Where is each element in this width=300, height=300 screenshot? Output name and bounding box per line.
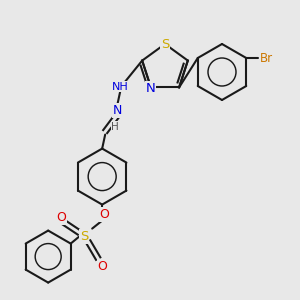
Text: N: N xyxy=(112,104,122,117)
Text: S: S xyxy=(161,38,169,50)
Text: N: N xyxy=(146,82,156,95)
Text: O: O xyxy=(97,260,107,273)
Text: O: O xyxy=(56,211,66,224)
Text: Br: Br xyxy=(260,52,273,64)
Text: O: O xyxy=(99,208,109,221)
Text: NH: NH xyxy=(112,82,128,92)
Text: H: H xyxy=(111,122,119,132)
Text: S: S xyxy=(80,230,88,243)
